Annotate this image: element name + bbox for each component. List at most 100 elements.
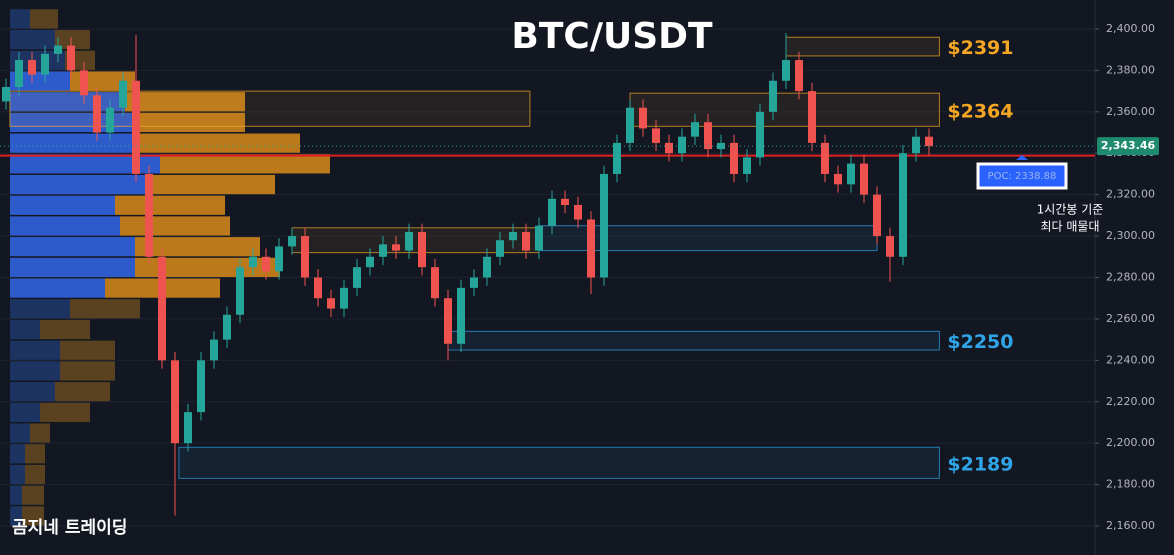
candle-body — [249, 256, 257, 268]
profile-sell — [135, 237, 260, 257]
candle-body — [873, 194, 881, 237]
profile-buy — [10, 257, 135, 277]
candle-body — [678, 136, 686, 154]
profile-sell — [22, 485, 44, 505]
candle-body — [639, 107, 647, 129]
y-tick-label: 2,260.00 — [1106, 312, 1155, 325]
candle-body — [327, 298, 335, 309]
profile-buy — [10, 133, 140, 153]
candle-body — [886, 236, 894, 257]
profile-sell — [25, 444, 45, 464]
y-tick-label: 2,380.00 — [1106, 63, 1155, 76]
profile-buy — [10, 112, 135, 133]
profile-buy — [10, 340, 60, 360]
candle-body — [236, 267, 244, 315]
price-zone — [629, 92, 940, 127]
profile-sell — [145, 174, 275, 195]
last-price-label: 2,343.46 — [1101, 139, 1156, 152]
candle-body — [314, 277, 322, 299]
y-tick-label: 2,160.00 — [1106, 519, 1155, 532]
candle-body — [912, 136, 920, 154]
candle-body — [340, 287, 348, 309]
candle-body — [795, 60, 803, 92]
candle-body — [756, 111, 764, 158]
candle-body — [483, 256, 491, 278]
profile-sell — [135, 257, 280, 277]
candle-body — [821, 142, 829, 174]
y-tick-label: 2,400.00 — [1106, 22, 1155, 35]
y-tick-label: 2,220.00 — [1106, 395, 1155, 408]
y-tick-label: 2,360.00 — [1106, 105, 1155, 118]
candle-body — [561, 198, 569, 206]
profile-buy — [10, 216, 120, 236]
profile-buy — [10, 9, 30, 29]
profile-sell — [55, 382, 110, 402]
candle-body — [210, 339, 218, 361]
profile-sell — [160, 154, 330, 174]
candle-body — [743, 157, 751, 174]
candle-body — [171, 360, 179, 444]
poc-label: POC: 2338.88 — [988, 171, 1057, 182]
candle-body — [496, 240, 504, 257]
profile-sell — [115, 195, 225, 215]
candle-body — [2, 86, 10, 102]
candle-body — [925, 136, 933, 147]
candle-body — [431, 267, 439, 299]
profile-buy — [10, 402, 40, 422]
candle-body — [145, 173, 153, 257]
profile-sell — [120, 216, 230, 236]
candle-body — [275, 246, 283, 272]
candle-body — [301, 236, 309, 278]
price-zone — [178, 446, 940, 479]
profile-sell — [55, 29, 90, 50]
candle-body — [93, 95, 101, 133]
watermark: 곰지네 트레이딩 — [12, 518, 127, 538]
candle-body — [132, 80, 140, 174]
candle-body — [574, 205, 582, 220]
y-tick-label: 2,300.00 — [1106, 229, 1155, 242]
y-tick-label: 2,200.00 — [1106, 436, 1155, 449]
candle-body — [288, 236, 296, 247]
candle-body — [444, 298, 452, 344]
y-tick-label: 2,320.00 — [1106, 188, 1155, 201]
chart-title: BTC/USDT — [511, 16, 713, 57]
candle-body — [405, 231, 413, 251]
profile-sell — [40, 319, 90, 340]
candle-body — [184, 412, 192, 444]
profile-buy — [10, 423, 30, 443]
candle-body — [587, 219, 595, 278]
poc-pointer — [1016, 155, 1028, 160]
profile-sell — [40, 402, 90, 422]
profile-sell — [125, 92, 245, 112]
profile-sell — [30, 9, 58, 29]
last-price-box — [1097, 137, 1159, 156]
profile-sell — [25, 464, 45, 485]
y-tick-label: 2,180.00 — [1106, 478, 1155, 491]
candle-body — [158, 256, 166, 361]
candle-body — [613, 142, 621, 174]
candle-body — [665, 142, 673, 154]
candle-body — [860, 163, 868, 195]
candle-body — [834, 173, 842, 185]
candle-body — [28, 60, 36, 75]
candle-body — [379, 244, 387, 257]
candle-body — [782, 60, 790, 81]
candle-body — [457, 287, 465, 344]
profile-sell — [22, 506, 44, 526]
candle-body — [522, 231, 530, 251]
candle-body — [769, 80, 777, 112]
profile-sell — [135, 112, 245, 133]
profile-buy — [10, 382, 55, 402]
zone-label: $2364 — [947, 100, 1013, 122]
profile-buy — [10, 237, 135, 257]
candle-body — [41, 53, 49, 75]
annotation: 최다 매물대 — [1040, 220, 1099, 234]
candle-body — [106, 107, 114, 133]
profile-sell — [60, 361, 115, 381]
candle-body — [600, 173, 608, 278]
profile-buy — [10, 485, 22, 505]
candle-body — [535, 225, 543, 251]
profile-sell — [60, 340, 115, 360]
candle-body — [223, 314, 231, 340]
candle-body — [119, 80, 127, 108]
